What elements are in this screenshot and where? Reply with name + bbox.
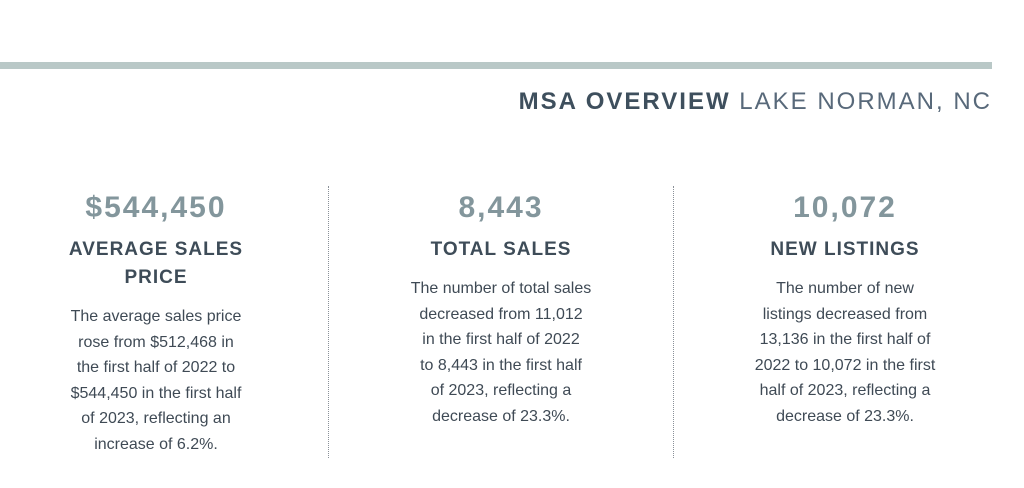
stat-description: The number of total sales decreased from…: [381, 276, 621, 429]
top-accent-rule: [0, 62, 992, 69]
header-title: MSA OVERVIEW: [518, 88, 731, 115]
stat-description-line: of 2023, reflecting a: [430, 382, 572, 399]
stat-description-line: 2022 to 10,072 in the first: [754, 356, 936, 374]
stat-average-sales-price: $544,450 AVERAGE SALES PRICE The average…: [36, 190, 276, 457]
stat-value: $544,450: [85, 191, 227, 224]
stat-description: The average sales price rose from $512,4…: [36, 304, 276, 457]
stat-description-line: half of 2023, reflecting a: [759, 382, 931, 399]
stat-label: TOTAL SALES: [381, 236, 621, 264]
column-divider-1: [328, 186, 329, 458]
stat-label-line: NEW LISTINGS: [770, 239, 920, 260]
stat-label-line: AVERAGE SALES: [68, 239, 244, 260]
stat-description-line: 13,136 in the first half of: [759, 331, 931, 348]
stat-description-line: decrease of 23.3%.: [776, 407, 914, 425]
stat-new-listings: 10,072 NEW LISTINGS The number of new li…: [725, 190, 965, 429]
stat-label-line: PRICE: [124, 267, 188, 288]
stat-description: The number of new listings decreased fro…: [725, 276, 965, 429]
stat-description-line: The number of total sales: [410, 280, 592, 297]
stat-description-line: The number of new: [776, 280, 914, 297]
page-header: MSA OVERVIEW LAKE NORMAN, NC: [519, 88, 992, 116]
stat-description-line: in the first half of 2022: [422, 331, 580, 348]
stat-value: 8,443: [458, 191, 544, 224]
stat-label: NEW LISTINGS: [725, 236, 965, 264]
stat-description-line: $544,450 in the first half: [70, 384, 242, 402]
stat-total-sales: 8,443 TOTAL SALES The number of total sa…: [381, 190, 621, 429]
column-divider-2: [673, 186, 674, 458]
stat-description-line: decrease of 23.3%.: [432, 407, 570, 425]
stat-description-line: listings decreased from: [762, 305, 928, 323]
stat-value: 10,072: [793, 191, 897, 224]
header-location: LAKE NORMAN, NC: [739, 88, 992, 115]
stat-description-line: of 2023, reflecting an: [81, 410, 231, 427]
stat-description-line: the first half of 2022 to: [76, 359, 236, 376]
stat-description-line: increase of 6.2%.: [94, 435, 218, 453]
stat-description-line: decreased from 11,012: [419, 305, 583, 323]
stat-description-line: The average sales price: [70, 308, 242, 325]
stat-description-line: rose from $512,468 in: [78, 333, 234, 351]
stat-description-line: to 8,443 in the first half: [420, 356, 582, 374]
stat-label: AVERAGE SALES PRICE: [36, 236, 276, 292]
stat-label-line: TOTAL SALES: [430, 239, 572, 260]
